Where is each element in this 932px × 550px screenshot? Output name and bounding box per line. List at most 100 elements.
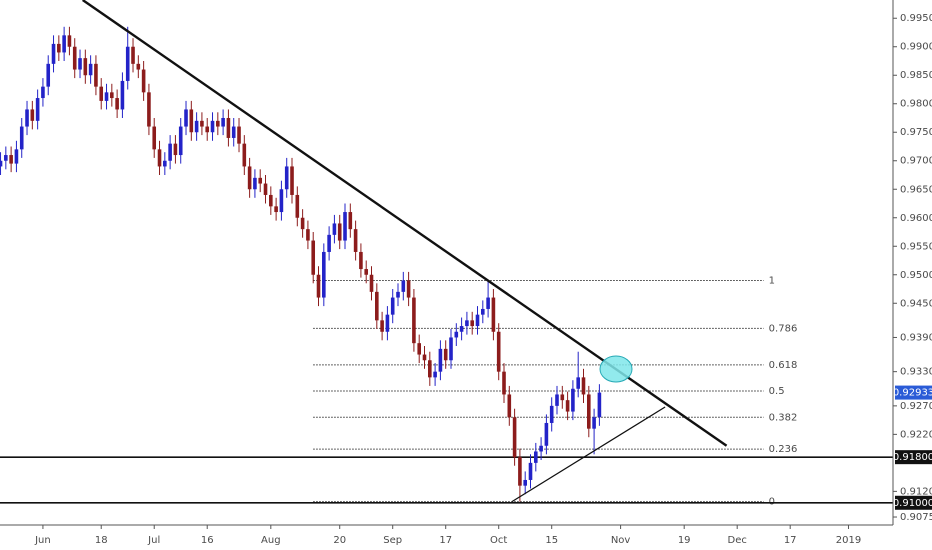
candle-body xyxy=(433,371,437,378)
x-tick-label: Sep xyxy=(383,535,402,546)
candle-body xyxy=(454,331,459,338)
x-tick-label: 18 xyxy=(95,535,108,546)
candle-body xyxy=(200,120,204,127)
candle-body xyxy=(131,46,135,64)
candle-body xyxy=(306,229,310,241)
fib-label: 0.236 xyxy=(769,444,798,455)
candle-body xyxy=(337,223,342,241)
candle-body xyxy=(231,126,236,138)
candle-body xyxy=(295,194,300,218)
candle-body xyxy=(210,120,215,133)
candle-body xyxy=(322,251,326,298)
candle-body xyxy=(104,92,109,101)
candle-body xyxy=(475,314,480,327)
candle-body xyxy=(157,149,162,167)
candle-body xyxy=(343,212,347,241)
candle-body xyxy=(369,274,374,292)
candle-body xyxy=(597,392,602,418)
candle-body xyxy=(443,348,448,361)
candle-body xyxy=(9,155,13,164)
candle-body xyxy=(586,394,591,429)
candle-body xyxy=(168,143,172,161)
x-tick-label: 17 xyxy=(784,535,797,546)
candle-body xyxy=(406,280,411,298)
candle-body xyxy=(523,479,528,486)
candle-body xyxy=(110,92,114,99)
x-tick-label: 19 xyxy=(678,535,691,546)
candle-body xyxy=(459,326,464,332)
candle-body xyxy=(115,98,119,110)
candle-body xyxy=(226,117,231,138)
candle-body xyxy=(51,43,56,64)
candle-body xyxy=(385,314,390,332)
trendline xyxy=(511,406,666,503)
candle-body xyxy=(571,388,575,412)
candle-body xyxy=(581,377,586,395)
candle-body xyxy=(544,422,549,446)
candle-body xyxy=(375,291,379,321)
candle-body xyxy=(14,149,19,164)
x-tick-label: 17 xyxy=(439,535,452,546)
candle-body xyxy=(178,126,183,156)
candle-body xyxy=(120,80,125,110)
candle-body xyxy=(359,251,363,270)
candle-body xyxy=(300,217,305,230)
candle-body xyxy=(141,69,146,93)
candle-body xyxy=(279,189,284,213)
candle-body xyxy=(316,274,321,298)
x-tick-label: Jul xyxy=(147,535,160,546)
candle-body xyxy=(125,46,130,81)
last-price-box xyxy=(895,385,932,400)
price-box xyxy=(895,495,932,510)
candle-body xyxy=(364,269,369,275)
x-tick-label: 15 xyxy=(545,535,558,546)
candle-body xyxy=(242,143,247,167)
candle-body xyxy=(486,297,490,309)
candle-body xyxy=(332,223,337,235)
candle-body xyxy=(549,405,554,423)
candle-body xyxy=(41,86,45,99)
candle-body xyxy=(247,166,252,190)
fib-label: 0.5 xyxy=(769,386,785,397)
candle-body xyxy=(449,337,453,361)
candle-body xyxy=(555,394,559,406)
candle-body xyxy=(237,126,241,144)
candle-body xyxy=(428,360,432,378)
candle-body xyxy=(534,451,538,463)
candle-body xyxy=(274,206,278,213)
candle-body xyxy=(221,117,225,127)
candle-body xyxy=(57,43,61,53)
price-label: 0.91800 xyxy=(893,452,932,463)
candle-body xyxy=(576,377,580,389)
price-box xyxy=(895,450,932,465)
candle-body xyxy=(269,194,273,207)
candle-body xyxy=(94,63,98,87)
candle-body xyxy=(72,46,77,70)
candle-body xyxy=(284,166,289,190)
x-tick-label: 2019 xyxy=(836,535,861,546)
candle-body xyxy=(380,320,384,332)
price-label: 0.91000 xyxy=(893,498,932,509)
x-tick-label: Nov xyxy=(611,535,631,546)
candle-body xyxy=(290,166,294,195)
candle-body xyxy=(496,331,501,372)
candle-body xyxy=(83,58,88,76)
candle-body xyxy=(253,177,257,190)
candle-body xyxy=(390,297,395,315)
x-tick-label: Dec xyxy=(728,535,747,546)
